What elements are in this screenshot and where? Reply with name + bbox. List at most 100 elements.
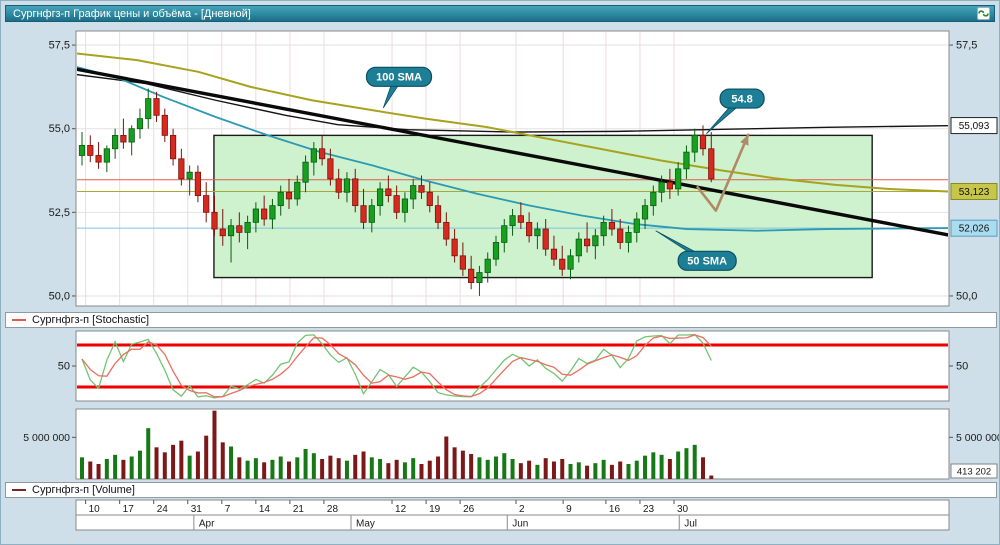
candle[interactable]: [136, 118, 144, 130]
candle[interactable]: [426, 191, 433, 207]
candle[interactable]: [476, 272, 483, 283]
candle[interactable]: [534, 228, 541, 237]
candle[interactable]: [285, 191, 293, 200]
callout-bubble[interactable]: [365, 66, 433, 87]
candle[interactable]: [269, 205, 276, 220]
candle[interactable]: [294, 181, 301, 200]
candle[interactable]: [161, 114, 168, 136]
window-titlebar[interactable]: Сургнфгз-п График цены и объёма - [Дневн…: [5, 5, 995, 22]
candle[interactable]: [128, 128, 135, 143]
candle[interactable]: [658, 181, 665, 193]
candle[interactable]: [559, 258, 566, 270]
volume-bar: [676, 451, 681, 479]
callout-bubble[interactable]: [719, 88, 765, 109]
candle[interactable]: [95, 155, 102, 163]
candle[interactable]: [542, 228, 549, 250]
candle[interactable]: [186, 171, 193, 180]
candle[interactable]: [236, 225, 243, 233]
candle[interactable]: [310, 148, 317, 163]
candle[interactable]: [666, 181, 673, 190]
week-label: 2: [519, 504, 525, 515]
sma-200-line[interactable]: [76, 73, 949, 133]
candle[interactable]: [492, 242, 500, 260]
candle[interactable]: [708, 148, 715, 180]
candle[interactable]: [244, 221, 251, 233]
candle[interactable]: [691, 134, 698, 153]
candle[interactable]: [393, 195, 400, 213]
callout-bubble[interactable]: [677, 250, 737, 271]
candle[interactable]: [319, 148, 326, 160]
candle[interactable]: [87, 145, 94, 156]
candle[interactable]: [335, 178, 342, 193]
candle[interactable]: [575, 238, 582, 257]
candle[interactable]: [641, 205, 649, 220]
candle[interactable]: [103, 148, 110, 163]
volume-bar: [394, 459, 399, 479]
candle[interactable]: [675, 168, 682, 190]
candle[interactable]: [194, 171, 202, 196]
volume-bar: [336, 458, 341, 479]
stochastic-pane[interactable]: [75, 330, 950, 402]
candle[interactable]: [592, 235, 599, 247]
candle[interactable]: [517, 215, 524, 223]
candle[interactable]: [418, 185, 425, 193]
candle[interactable]: [699, 134, 707, 150]
candle[interactable]: [410, 185, 417, 200]
candle[interactable]: [302, 161, 309, 183]
volume-bar: [287, 461, 291, 479]
candle[interactable]: [484, 258, 491, 273]
volume-bar: [237, 457, 242, 479]
candle[interactable]: [550, 248, 558, 260]
candle[interactable]: [120, 134, 127, 143]
candle[interactable]: [459, 255, 466, 270]
trendline[interactable]: [76, 67, 949, 237]
candle[interactable]: [261, 208, 268, 220]
link-icon[interactable]: [977, 7, 990, 20]
candle[interactable]: [608, 221, 616, 230]
candle[interactable]: [211, 211, 218, 230]
sma-100-line[interactable]: [76, 52, 949, 193]
candle[interactable]: [385, 188, 392, 196]
candle[interactable]: [352, 178, 359, 207]
candle[interactable]: [617, 228, 624, 243]
candle[interactable]: [683, 151, 690, 170]
candle[interactable]: [219, 228, 226, 237]
candle[interactable]: [343, 178, 351, 193]
candle[interactable]: [376, 188, 384, 207]
volume-bar: [187, 455, 192, 479]
month-axis-row[interactable]: [75, 514, 950, 531]
candle[interactable]: [633, 218, 640, 233]
volume-bar: [253, 458, 258, 479]
candle[interactable]: [625, 231, 632, 243]
candle[interactable]: [600, 221, 607, 237]
candle[interactable]: [277, 191, 284, 207]
candle[interactable]: [178, 158, 185, 180]
candle[interactable]: [203, 195, 210, 213]
candle[interactable]: [443, 221, 450, 240]
candle[interactable]: [252, 208, 259, 223]
candle[interactable]: [567, 255, 574, 270]
candle[interactable]: [451, 238, 458, 257]
sma-50-line[interactable]: [76, 66, 949, 232]
candle[interactable]: [583, 238, 591, 247]
volume-bar: [171, 444, 176, 479]
candle[interactable]: [153, 98, 160, 116]
week-label: 9: [566, 504, 572, 515]
candle[interactable]: [78, 145, 86, 156]
candle[interactable]: [526, 221, 533, 237]
candle[interactable]: [227, 225, 235, 237]
candle[interactable]: [509, 215, 516, 227]
candle[interactable]: [501, 225, 508, 243]
candle[interactable]: [145, 98, 152, 120]
candle[interactable]: [169, 134, 177, 160]
candle[interactable]: [112, 134, 119, 150]
candle[interactable]: [368, 205, 375, 223]
week-axis-row[interactable]: [75, 499, 950, 516]
candle[interactable]: [650, 191, 657, 207]
candle[interactable]: [434, 205, 442, 223]
candle[interactable]: [468, 268, 475, 283]
candle[interactable]: [360, 205, 367, 223]
candle[interactable]: [401, 198, 409, 213]
candle[interactable]: [327, 158, 334, 180]
